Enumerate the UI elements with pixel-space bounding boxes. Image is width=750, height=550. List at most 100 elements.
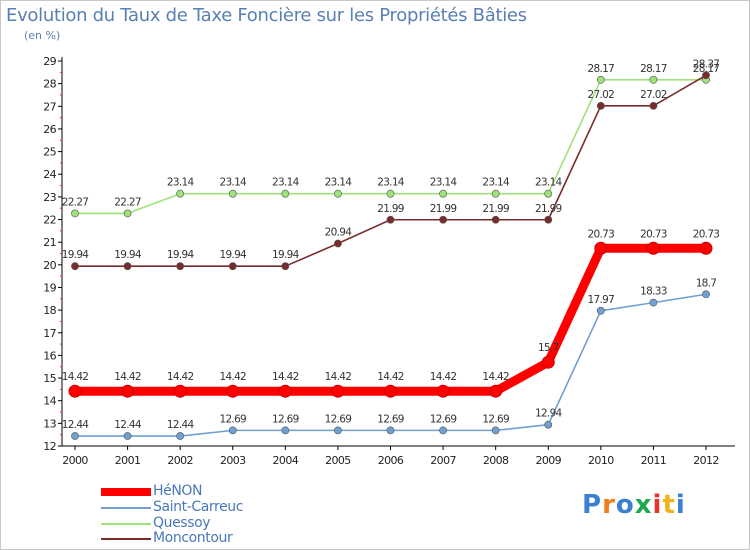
chart-title: Evolution du Taux de Taxe Foncière sur l…	[6, 5, 527, 26]
data-label: 23.14	[482, 177, 510, 189]
y-tick-label: 24	[43, 168, 56, 181]
data-label: 28.17	[640, 63, 667, 75]
data-point	[541, 355, 555, 369]
y-tick-label: 15	[43, 372, 56, 385]
data-point	[176, 189, 185, 198]
data-label: 14.42	[482, 371, 509, 383]
data-point	[544, 420, 553, 429]
data-label: 19.94	[167, 249, 195, 261]
y-tick-label: 13	[43, 417, 56, 430]
data-point	[281, 262, 290, 271]
data-point	[123, 432, 132, 440]
data-label: 17.97	[588, 294, 615, 306]
data-point	[649, 101, 658, 110]
y-tick-label: 27	[43, 100, 56, 113]
data-point	[281, 189, 290, 198]
data-point	[702, 71, 710, 80]
x-tick-label: 2012	[693, 454, 719, 467]
data-label: 14.42	[114, 371, 141, 383]
data-label: 12.69	[272, 413, 299, 425]
data-point	[228, 189, 237, 198]
data-label: 12.69	[430, 413, 457, 425]
data-label: 19.94	[219, 249, 247, 261]
data-point	[596, 306, 605, 315]
y-tick-label: 23	[43, 191, 56, 204]
data-label: 23.14	[535, 177, 563, 189]
x-tick-label: 2011	[641, 454, 667, 467]
y-tick-label: 14	[43, 395, 56, 408]
data-point	[123, 262, 132, 271]
data-point	[228, 262, 237, 271]
legend-swatch	[101, 507, 151, 509]
x-tick-label: 2001	[115, 454, 141, 467]
data-label: 23.14	[377, 177, 405, 189]
data-point	[439, 189, 447, 198]
data-point	[646, 241, 660, 255]
data-label: 28.17	[693, 63, 720, 75]
data-label: 23.14	[167, 177, 195, 189]
data-label: 27.02	[640, 89, 667, 101]
data-label: 28.37	[693, 58, 720, 70]
data-point	[278, 384, 292, 398]
data-point	[121, 384, 135, 398]
data-label: 19.94	[272, 249, 300, 261]
data-point	[68, 384, 82, 398]
legend-swatch	[101, 538, 151, 540]
data-label: 20.73	[588, 228, 615, 240]
legend-swatch	[101, 523, 151, 525]
data-label: 20.73	[693, 228, 720, 240]
data-point	[386, 189, 395, 198]
data-label: 23.14	[272, 177, 300, 189]
legend-swatch	[101, 488, 151, 496]
series-line-hénon	[75, 243, 706, 396]
data-point	[491, 426, 500, 435]
data-point	[176, 262, 185, 271]
x-tick-label: 2007	[430, 454, 456, 467]
x-tick-label: 2000	[62, 454, 88, 467]
x-tick-label: 2003	[220, 454, 246, 467]
y-tick-label: 22	[43, 214, 56, 227]
data-label: 12.44	[167, 419, 195, 431]
legend-label: HéNON	[153, 483, 203, 499]
data-point	[71, 432, 79, 440]
data-label: 20.73	[640, 228, 667, 240]
y-tick-label: 19	[43, 281, 56, 294]
data-label: 14.42	[219, 371, 246, 383]
data-point	[544, 189, 553, 198]
data-point	[334, 426, 342, 435]
data-label: 12.69	[377, 413, 404, 425]
data-point	[439, 215, 447, 224]
data-point	[71, 262, 79, 271]
x-tick-label: 2005	[325, 454, 351, 467]
data-point	[386, 426, 395, 435]
legend-label: Saint-Carreuc	[153, 499, 244, 515]
data-point	[544, 215, 553, 224]
x-tick-label: 2010	[588, 454, 614, 467]
x-tick-label: 2006	[378, 454, 404, 467]
legend-label: Quessoy	[153, 515, 211, 531]
data-point	[281, 426, 290, 435]
data-label: 12.69	[325, 413, 352, 425]
data-label: 23.14	[219, 177, 247, 189]
data-label: 27.02	[588, 89, 615, 101]
data-point	[596, 75, 605, 84]
data-label: 14.42	[167, 371, 194, 383]
data-label: 23.14	[325, 177, 353, 189]
data-point	[491, 189, 500, 198]
data-point	[649, 75, 658, 84]
data-point	[491, 215, 500, 224]
data-label: 14.42	[62, 371, 89, 383]
data-point	[384, 384, 397, 398]
y-tick-label: 12	[43, 440, 56, 453]
data-label: 19.94	[114, 249, 142, 261]
data-point	[173, 384, 187, 398]
data-label: 14.42	[325, 371, 352, 383]
y-tick-label: 29	[43, 55, 56, 68]
data-label: 19.94	[62, 249, 90, 261]
data-label: 20.94	[325, 227, 353, 239]
data-point	[331, 384, 345, 398]
data-point	[439, 426, 447, 435]
y-tick-label: 18	[43, 304, 56, 317]
data-label: 18.33	[640, 286, 667, 298]
